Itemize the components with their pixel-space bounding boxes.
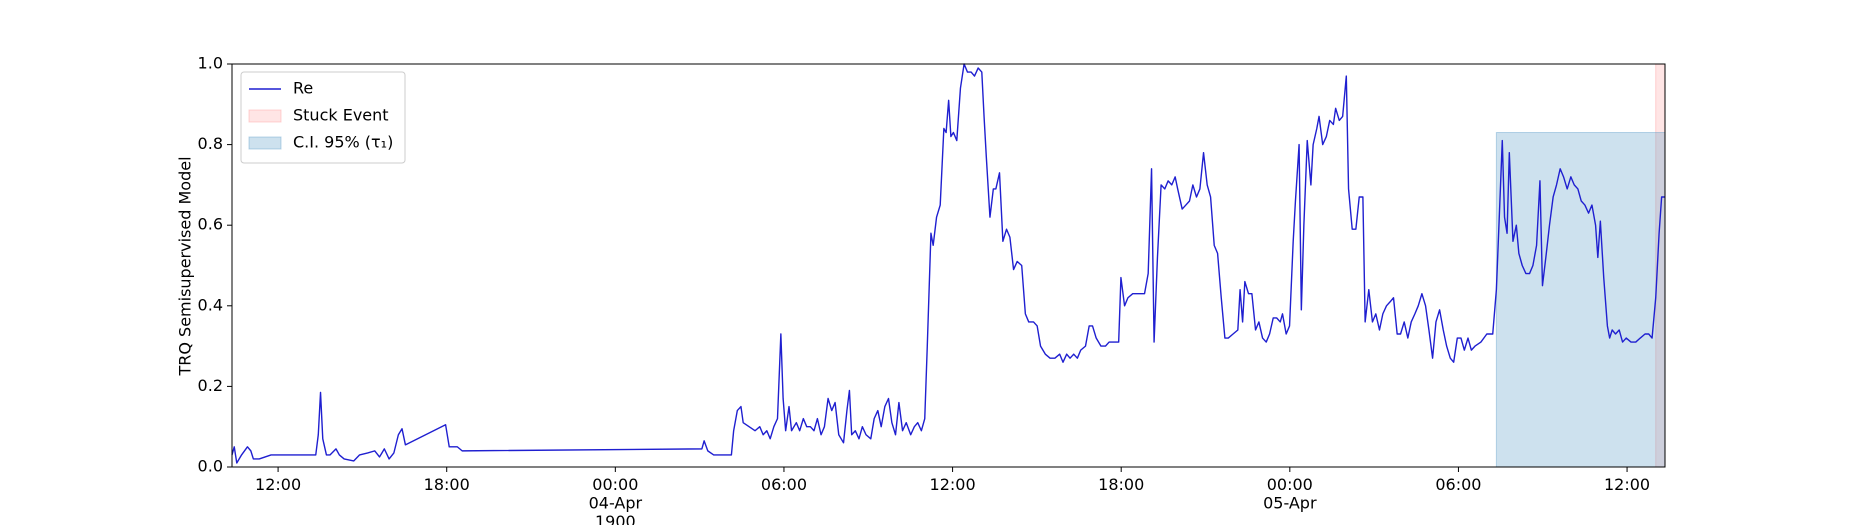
y-tick-label: 0.6 <box>198 215 223 234</box>
legend-swatch <box>248 136 282 150</box>
axes-frame <box>231 63 1666 468</box>
x-tick-label: 06:00 <box>761 475 807 494</box>
span-region <box>1495 132 1666 468</box>
data-line <box>231 63 1665 464</box>
x-tick-label: 18:00 <box>424 475 470 494</box>
legend-label: Re <box>293 79 313 98</box>
legend-box <box>240 71 406 164</box>
legend-label: Stuck Event <box>293 106 389 125</box>
x-tick-label: 06:00 <box>1435 475 1481 494</box>
y-axis-label: TRQ Semisupervised Model <box>176 156 195 376</box>
x-tick-label: 18:00 <box>1098 475 1144 494</box>
y-tick-label: 0.2 <box>198 376 223 395</box>
legend-label: C.I. 95% (τ₁) <box>293 133 393 152</box>
x-tick-label: 00:00 05-Apr <box>1263 475 1317 512</box>
y-tick-label: 1.0 <box>198 54 223 73</box>
legend: Re Stuck Event C.I. 95% (τ₁) <box>240 71 406 164</box>
y-tick-label: 0.8 <box>198 134 223 153</box>
y-tick-label: 0.4 <box>198 295 223 314</box>
x-tick-label: 00:00 04-Apr 1900 <box>589 475 643 525</box>
x-tick-label: 12:00 <box>930 475 976 494</box>
x-tick-label: 12:00 <box>1604 475 1650 494</box>
x-tick-label: 12:00 <box>255 475 301 494</box>
legend-swatch <box>248 109 282 123</box>
y-tick-label: 0.0 <box>198 457 223 476</box>
